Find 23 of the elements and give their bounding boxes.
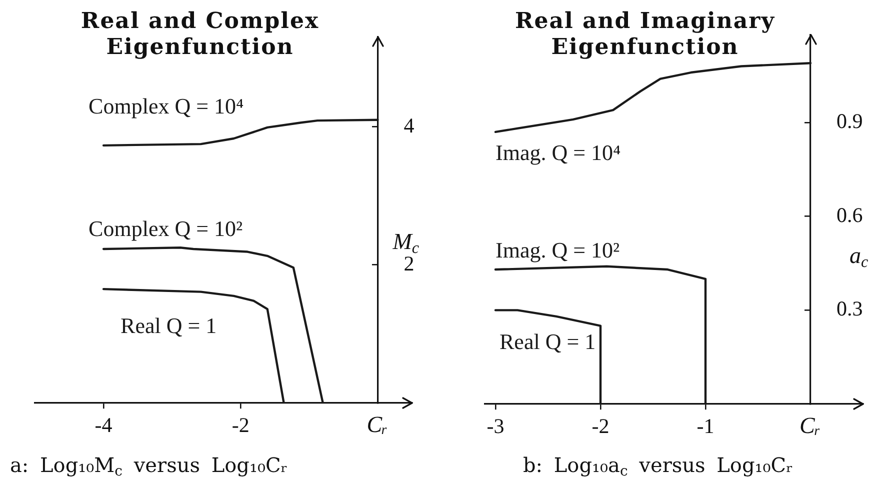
x-tick-label: -2 [232,413,250,438]
chart-title: Real and Imaginary Eigenfunction [514,8,776,60]
y-tick-label: 0.3 [836,296,863,321]
y-tick-label: 0.6 [836,202,863,227]
text: b: Log₁₀a$_{c}$ versus Log₁₀Cᵣ [523,452,794,480]
text: a: Log₁₀M$_{c}$ versus Log₁₀Cᵣ [10,452,288,480]
y-tick-label: 4 [404,113,415,138]
series-label: Real Q = 1 [120,313,217,338]
y-tick-label: 0.9 [836,109,863,134]
x-axis-title: Cᵣ [800,413,821,439]
y-axis-title: a$_{c}$ [850,243,868,272]
x-axis-title: Cᵣ [366,412,388,438]
series-label: Imag. Q = 10⁴ [496,140,621,165]
x-tick-label: -4 [94,413,113,438]
series-label: Complex Q = 10² [88,216,244,242]
chart-title: Real and Complex Eigenfunction [80,8,320,60]
x-tick-label: -1 [696,414,714,438]
series-label: Imag. Q = 10² [496,238,620,263]
x-tick-label: -3 [486,414,504,438]
series-label: Real Q = 1 [500,329,596,354]
y-axis-title: M$_{c}$ [392,228,420,257]
series-label: Complex Q = 10⁴ [88,93,244,118]
x-tick-label: -2 [592,414,610,438]
